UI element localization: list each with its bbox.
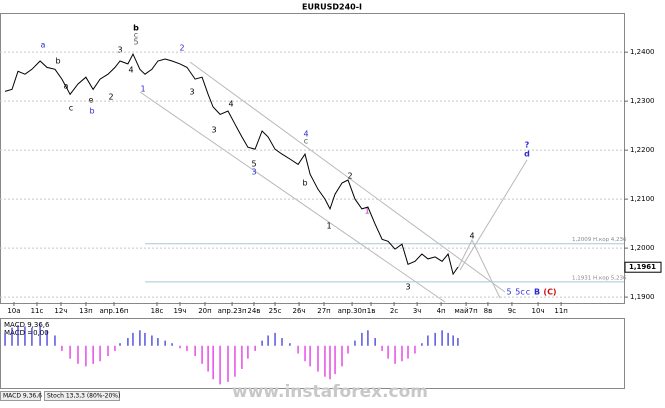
tab[interactable] [0, 391, 41, 401]
watermark: www.instaforex.com [232, 382, 428, 402]
x-tick-label: 3ч [413, 307, 422, 315]
x-tick-label: апр.30п [338, 307, 367, 315]
x-tick-label: 2c [390, 307, 398, 315]
x-tick-label: 19ч [173, 307, 186, 315]
wave-label: b [55, 57, 60, 66]
x-tick-label: 13п [79, 307, 92, 315]
y-tick-label: 1,2100 [630, 195, 655, 203]
level-label: 1,1931 Н.кор 5,236 [572, 275, 627, 281]
price-frame [0, 13, 625, 304]
forecast-path [459, 159, 528, 271]
x-tick-label: 11п [554, 307, 567, 315]
wave-label: 5 [133, 38, 138, 47]
wave-label: c [304, 137, 308, 146]
x-tick-label: 12ч [54, 307, 67, 315]
wave-label: (C) [543, 288, 556, 297]
wave-label: ? [525, 141, 530, 150]
wave-label: 3 [189, 88, 194, 97]
x-tick-label: 8в [484, 307, 493, 315]
x-tick-label: апр.23п [218, 307, 247, 315]
wave-label: 5c [515, 288, 525, 297]
channel [139, 61, 528, 303]
tab-label[interactable]: MACD 9,36,6 [3, 393, 42, 400]
wave-label: b [89, 107, 94, 116]
x-tick-label: май7п [455, 307, 478, 315]
wave-label: 2 [347, 172, 352, 181]
wave-label: 2 [179, 44, 184, 53]
tab-label[interactable]: Stoch 13,3,3 (80%-20%) [47, 393, 120, 400]
forecast-path [457, 238, 501, 299]
wave-label: 4 [228, 100, 233, 109]
y-tick-label: 1,2300 [630, 97, 655, 105]
wave-label: 4 [303, 130, 308, 139]
wave-label: b [133, 24, 139, 33]
wave-label: 5 [251, 160, 256, 169]
wave-label: 4 [128, 66, 133, 75]
wave-label: b [302, 179, 307, 188]
last-price-box [624, 261, 662, 273]
wave-label: 3 [251, 168, 256, 177]
channel-upper [189, 61, 506, 293]
wave-label: 1 [326, 222, 331, 231]
macd-frame [0, 318, 625, 389]
wave-label: c [526, 288, 530, 297]
y-tick-label: 1,1900 [630, 293, 655, 301]
level-label: 1,2009 Н.кор 4,236 [572, 237, 627, 243]
y-tick-label: 1,2400 [630, 48, 655, 56]
x-tick-label: 10ч [532, 307, 545, 315]
wave-label: c [134, 31, 138, 40]
wave-label: 1 [364, 207, 369, 216]
wave-label: e [89, 96, 94, 105]
x-tick-label: 20п [198, 307, 211, 315]
wave-label: 3 [405, 283, 410, 292]
wave-label: 1 [140, 85, 145, 94]
wave-label: 2 [108, 93, 113, 102]
x-tick-label: 11c [31, 307, 44, 315]
wave-label: 4 [469, 232, 474, 241]
macd-value: MACD =0,00 [4, 329, 49, 337]
x-tick-label: 26ч [293, 307, 306, 315]
x-tick-label: 24в [247, 307, 260, 315]
x-tick-label: 1в [367, 307, 376, 315]
wave-label: d [524, 150, 530, 159]
macd-title: MACD 9,36,6 [4, 321, 50, 329]
chart-title: EURUSD240-I [302, 3, 362, 12]
x-tick-label: 4п [437, 307, 446, 315]
x-tick-label: 18c [151, 307, 164, 315]
price-line [4, 52, 459, 276]
x-tick-label: 9c [508, 307, 516, 315]
wave-label: 3 [117, 46, 122, 55]
wave-label: a [41, 41, 46, 50]
x-tick-label: 27п [317, 307, 330, 315]
x-tick-label: 25c [269, 307, 282, 315]
y-tick-label: 1,2200 [630, 146, 655, 154]
x-tick-label: 10a [7, 307, 20, 315]
last-price-label: 1,1961 [629, 263, 656, 271]
y-tick-label: 1,2000 [630, 244, 655, 252]
wave-label: 5 [506, 288, 511, 297]
wave-label: B [534, 288, 540, 297]
tab[interactable] [44, 391, 120, 401]
wave-label: 3 [211, 126, 216, 135]
x-tick-label: апр.16п [99, 307, 128, 315]
channel-lower [139, 91, 446, 303]
wave-label: c [69, 104, 73, 113]
